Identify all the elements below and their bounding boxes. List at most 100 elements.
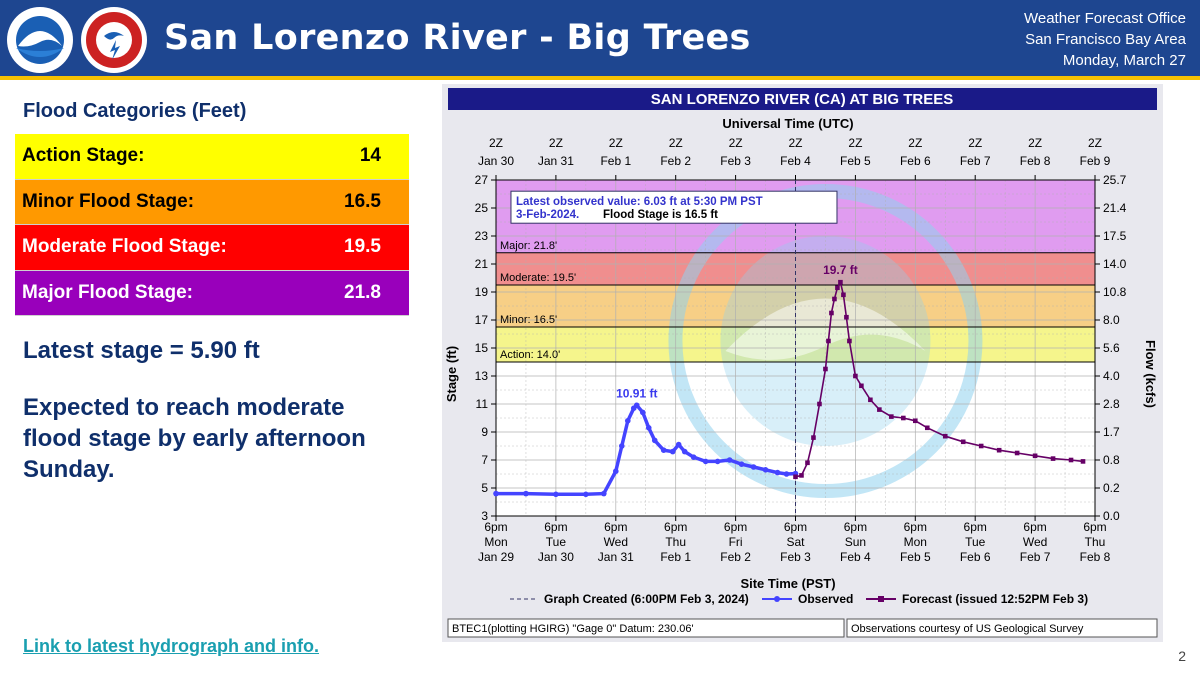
- nws-logo: [81, 7, 147, 73]
- data-point: [793, 474, 798, 480]
- annotation-box: [510, 190, 838, 224]
- top-tick-label: 2Z: [788, 136, 802, 150]
- peak-label: 10.91 ft: [616, 386, 657, 400]
- bottom-tick-label: Thu: [1085, 535, 1106, 549]
- data-point: [799, 473, 804, 478]
- data-point: [601, 490, 607, 497]
- data-point: [1050, 456, 1056, 461]
- data-point: [738, 461, 745, 468]
- data-point: [750, 464, 757, 470]
- data-point: [583, 491, 589, 498]
- data-point: [942, 433, 948, 439]
- expected-forecast: Expected to reach moderate flood stage b…: [23, 394, 366, 483]
- y2-tick-label: 25.7: [1103, 173, 1127, 187]
- data-point: [868, 397, 873, 403]
- hydrograph-link[interactable]: Link to latest hydrograph and info.: [23, 636, 320, 656]
- data-point: [493, 490, 499, 497]
- data-point: [877, 407, 882, 412]
- top-tick-label: Feb 2: [660, 154, 691, 168]
- data-point: [1032, 453, 1038, 459]
- y2-tick-label: 0.2: [1103, 481, 1120, 495]
- top-axis-label: Universal Time (UTC): [722, 116, 853, 131]
- bottom-tick-label: Tue: [965, 535, 986, 549]
- y2-tick-label: 2.8: [1103, 397, 1120, 411]
- y-tick-label: 13: [475, 369, 489, 383]
- data-point: [811, 435, 816, 440]
- data-point: [1080, 459, 1086, 464]
- y-tick-label: 17: [475, 313, 489, 327]
- data-point: [651, 437, 658, 444]
- category-value: 21.8: [344, 281, 381, 303]
- legend-forecast-label: Forecast (issued 12:52PM Feb 3): [902, 592, 1088, 606]
- data-point: [645, 425, 652, 431]
- data-point: [832, 296, 837, 302]
- data-point: [853, 373, 858, 379]
- bottom-tick-label: 6pm: [964, 520, 987, 534]
- page-title: San Lorenzo River - Big Trees: [164, 18, 751, 58]
- bottom-tick-label: 6pm: [544, 520, 567, 534]
- top-tick-label: 2Z: [489, 136, 503, 150]
- hydrograph-chart: SAN LORENZO RIVER (CA) AT BIG TREES Univ…: [442, 84, 1163, 642]
- top-tick-label: Feb 5: [840, 154, 871, 168]
- bottom-tick-label: Jan 30: [538, 550, 574, 564]
- data-point: [978, 443, 984, 449]
- top-tick-label: Feb 6: [900, 154, 931, 168]
- y-tick-label: 7: [481, 453, 488, 467]
- office-info: Weather Forecast Office San Francisco Ba…: [1024, 8, 1186, 71]
- footer-left: BTEC1(plotting HGIRG) "Gage 0" Datum: 23…: [452, 623, 694, 635]
- bottom-tick-label: Feb 1: [660, 550, 691, 564]
- top-tick-label: Feb 8: [1020, 154, 1051, 168]
- annotation-line1: Latest observed value: 6.03 ft at 5:30 P…: [516, 196, 763, 208]
- top-tick-label: 2Z: [908, 136, 922, 150]
- y-axis-label: Stage (ft): [444, 346, 459, 402]
- top-tick-label: 2Z: [848, 136, 862, 150]
- data-point: [826, 338, 831, 344]
- category-value: 16.5: [344, 190, 381, 212]
- flood-band-label: Action: 14.0': [500, 349, 560, 361]
- y2-tick-label: 4.0: [1103, 369, 1120, 383]
- legend: Graph Created (6:00PM Feb 3, 2024) Observ…: [510, 592, 1088, 606]
- top-tick-label: 2Z: [669, 136, 683, 150]
- data-point: [783, 471, 790, 477]
- bottom-tick-label: 6pm: [484, 520, 507, 534]
- latest-stage: Latest stage = 5.90 ft: [23, 337, 260, 364]
- legend-observed-label: Observed: [798, 592, 853, 606]
- bottom-tick-label: Mon: [904, 535, 927, 549]
- data-point: [805, 460, 810, 466]
- office-name: Weather Forecast Office: [1023, 10, 1186, 27]
- category-label: Minor Flood Stage:: [22, 190, 195, 212]
- flood-band-label: Minor: 16.5': [500, 314, 557, 326]
- y-tick-label: 3: [481, 509, 488, 523]
- page-header: San Lorenzo River - Big Trees Weather Fo…: [0, 0, 1200, 80]
- data-point: [838, 279, 843, 285]
- categories-heading: Flood Categories (Feet): [23, 100, 247, 122]
- bottom-tick-label: 6pm: [724, 520, 747, 534]
- noaa-logo: [7, 7, 73, 73]
- category-row-action: Action Stage: 14: [15, 134, 409, 180]
- legend-forecast-marker: [878, 596, 884, 602]
- footer-right-box: [846, 618, 1158, 638]
- hydrograph-svg: SAN LORENZO RIVER (CA) AT BIG TREES Univ…: [442, 84, 1163, 642]
- bottom-tick-label: 6pm: [784, 520, 807, 534]
- bottom-tick-label: 6pm: [664, 520, 687, 534]
- chart-title: SAN LORENZO RIVER (CA) AT BIG TREES: [651, 91, 954, 108]
- data-point: [847, 338, 852, 344]
- legend-observed-marker: [774, 596, 780, 602]
- data-point: [835, 285, 840, 291]
- y2-tick-label: 0.0: [1103, 509, 1120, 523]
- office-area: San Francisco Bay Area: [1025, 31, 1186, 48]
- data-point: [774, 469, 781, 476]
- legend-created-label: Graph Created (6:00PM Feb 3, 2024): [544, 592, 749, 606]
- footer-right: Observations courtesy of US Geological S…: [851, 623, 1084, 635]
- page-number: 2: [1178, 648, 1186, 664]
- bottom-tick-label: Wed: [1023, 535, 1047, 549]
- data-point: [829, 310, 834, 316]
- y-tick-label: 25: [475, 201, 489, 215]
- data-point: [553, 491, 559, 498]
- data-point: [639, 409, 646, 416]
- y-tick-label: 21: [475, 257, 489, 271]
- bottom-tick-label: Tue: [546, 535, 567, 549]
- top-tick-label: Feb 4: [780, 154, 811, 168]
- annotation-date: 3-Feb-2024.: [516, 209, 579, 221]
- bottom-tick-label: Sat: [786, 535, 805, 549]
